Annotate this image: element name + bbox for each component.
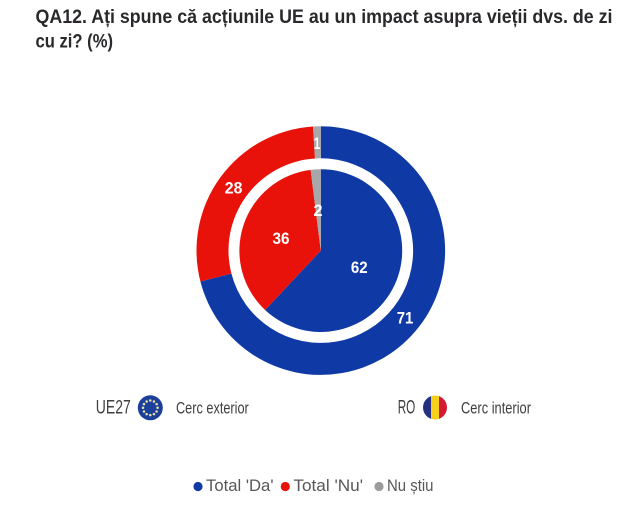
svg-text:Cerc exterior: Cerc exterior — [176, 399, 249, 418]
svg-text:RO: RO — [398, 398, 416, 419]
svg-text:Nu știu: Nu știu — [387, 476, 434, 495]
svg-text:28: 28 — [225, 179, 243, 198]
svg-text:QA12. Ați spune că acțiunile U: QA12. Ați spune că acțiunile UE au un im… — [36, 6, 613, 28]
svg-text:Total 'Nu': Total 'Nu' — [293, 476, 363, 495]
svg-text:1: 1 — [314, 134, 321, 153]
svg-text:62: 62 — [351, 258, 368, 277]
svg-text:cu zi? (%): cu zi? (%) — [36, 30, 114, 52]
svg-text:Cerc interior: Cerc interior — [461, 399, 531, 418]
svg-text:36: 36 — [273, 229, 290, 248]
svg-text:71: 71 — [397, 309, 414, 328]
svg-text:UE27: UE27 — [96, 398, 131, 419]
svg-text:Total 'Da': Total 'Da' — [206, 476, 274, 495]
svg-text:2: 2 — [314, 201, 323, 220]
